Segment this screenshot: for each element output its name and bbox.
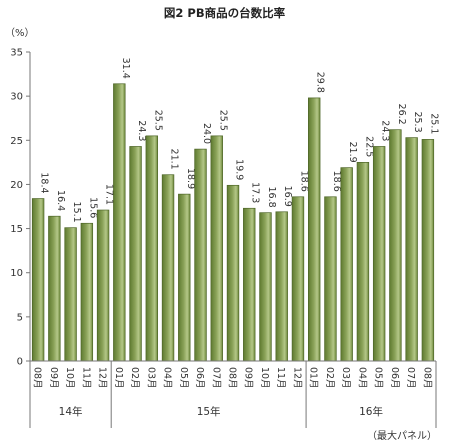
bar — [324, 196, 337, 362]
bar-value-label: 16.9 — [282, 186, 293, 207]
x-tick-label: 04月 — [356, 367, 367, 389]
x-tick-label: 08月 — [421, 367, 432, 389]
bar — [161, 174, 175, 362]
x-tick-label: 03月 — [145, 367, 156, 389]
x-tick-label: 12月 — [291, 367, 302, 389]
bar — [129, 146, 142, 362]
bar — [64, 227, 77, 362]
bar — [48, 215, 61, 362]
bar-value-label: 24.3 — [380, 120, 391, 141]
bar-value-label: 25.5 — [217, 110, 228, 131]
bar-value-label: 15.1 — [71, 202, 82, 223]
x-tick-label: 04月 — [162, 367, 173, 389]
y-tick-label: 5 — [17, 312, 23, 323]
bar — [178, 193, 191, 362]
bar-value-label: 17.1 — [104, 184, 115, 205]
bar-value-label: 25.5 — [152, 110, 163, 131]
bar-value-label: 26.2 — [396, 104, 407, 125]
bar — [80, 222, 94, 362]
bar-value-label: 29.8 — [315, 72, 326, 93]
x-tick-label: 02月 — [129, 367, 140, 389]
x-tick-label: 03月 — [340, 367, 351, 389]
bar — [113, 83, 126, 362]
bar — [145, 135, 158, 362]
bar-value-label: 24.3 — [136, 120, 147, 141]
year-group-label: 16年 — [359, 405, 383, 418]
x-tick-label: 12月 — [97, 367, 108, 389]
x-tick-label: 06月 — [389, 367, 400, 389]
year-group-label: 15年 — [197, 405, 221, 418]
x-tick-label: 07月 — [405, 367, 416, 389]
y-tick-label: 35 — [10, 48, 23, 59]
x-tick-label: 02月 — [324, 367, 335, 389]
bar-value-label: 18.6 — [298, 171, 309, 192]
y-axis-unit: （%） — [5, 28, 35, 39]
x-tick-label: 01月 — [308, 367, 319, 389]
x-tick-label: 07月 — [210, 367, 221, 389]
x-tick-label: 10月 — [259, 367, 270, 389]
bar-value-label: 21.9 — [347, 141, 358, 162]
x-tick-label: 08月 — [32, 367, 43, 389]
bar-value-label: 16.8 — [266, 187, 277, 208]
chart-title: 図2 PB商品の台数比率 — [163, 6, 286, 20]
bar-value-label: 15.6 — [87, 197, 98, 218]
bar-value-label: 31.4 — [120, 58, 131, 79]
chart-note: （最大パネル） — [367, 431, 437, 442]
x-tick-label: 11月 — [275, 367, 286, 389]
bar — [372, 146, 386, 362]
bar — [210, 135, 223, 362]
bar-value-label: 16.4 — [55, 190, 66, 211]
y-tick-label: 10 — [10, 268, 23, 279]
bar — [405, 137, 418, 362]
x-tick-label: 06月 — [194, 367, 205, 389]
bar-value-label: 21.1 — [169, 149, 180, 170]
y-tick-label: 0 — [17, 357, 23, 368]
x-tick-label: 01月 — [113, 367, 124, 389]
bar — [31, 198, 45, 362]
bar-value-label: 18.6 — [331, 171, 342, 192]
x-tick-label: 08月 — [227, 367, 238, 389]
bar-value-label: 18.9 — [185, 168, 196, 189]
bar-value-label: 25.3 — [412, 111, 423, 132]
y-tick-label: 30 — [10, 92, 23, 103]
bar — [194, 148, 207, 362]
bar — [243, 207, 256, 362]
bar — [389, 129, 402, 362]
x-tick-label: 05月 — [178, 367, 189, 389]
bar — [291, 196, 305, 362]
bar-value-label: 22.5 — [363, 136, 374, 157]
bar — [96, 209, 110, 362]
bar — [340, 167, 353, 362]
bar-value-label: 19.9 — [234, 159, 245, 180]
bar-value-label: 18.4 — [39, 172, 50, 193]
year-group-label: 14年 — [59, 405, 83, 418]
x-tick-label: 10月 — [64, 367, 75, 389]
x-tick-label: 09月 — [243, 367, 254, 389]
y-tick-label: 20 — [10, 180, 23, 191]
x-tick-label: 05月 — [373, 367, 384, 389]
y-tick-label: 25 — [10, 136, 23, 147]
bar-value-label: 17.3 — [250, 182, 261, 203]
bar-value-label: 25.1 — [428, 113, 439, 134]
bar — [356, 162, 370, 362]
bar — [421, 139, 435, 362]
x-tick-label: 11月 — [80, 367, 91, 389]
y-tick-label: 15 — [10, 224, 23, 235]
bar — [275, 211, 288, 362]
bar — [226, 184, 240, 362]
bar — [259, 212, 272, 362]
bar-value-label: 24.0 — [201, 123, 212, 144]
x-tick-label: 09月 — [48, 367, 59, 389]
bar — [308, 97, 321, 362]
